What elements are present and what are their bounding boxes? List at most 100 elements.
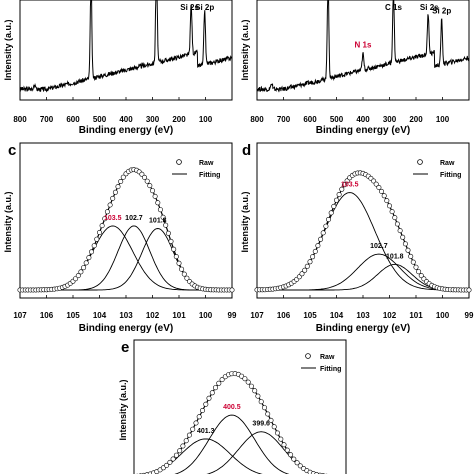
raw-point <box>392 215 398 221</box>
x-tick-label: 107 <box>250 311 264 320</box>
legend-raw-label: Raw <box>440 160 455 167</box>
raw-point <box>389 209 395 215</box>
raw-point <box>394 221 400 227</box>
legend-raw-label: Raw <box>199 160 214 167</box>
legend-fitting-label: Fitting <box>199 172 220 179</box>
raw-point <box>150 188 156 194</box>
raw-point <box>378 188 384 194</box>
raw-point <box>384 198 390 204</box>
raw-point <box>196 414 202 420</box>
raw-point <box>216 380 222 386</box>
x-tick-label: 300 <box>383 115 397 124</box>
raw-point <box>152 193 158 199</box>
raw-point <box>209 390 215 396</box>
raw-point <box>86 255 92 261</box>
panel-label: c <box>8 142 16 159</box>
envelope-curve <box>20 168 232 291</box>
x-tick-label: 101 <box>172 311 186 320</box>
raw-point <box>147 183 153 189</box>
x-tick-label: 99 <box>228 311 237 320</box>
raw-point <box>173 452 179 458</box>
raw-point <box>258 399 264 405</box>
raw-point <box>115 184 121 190</box>
raw-point <box>373 181 379 187</box>
raw-point <box>418 273 424 279</box>
x-tick-label: 600 <box>303 115 317 124</box>
x-tick-label: 700 <box>40 115 54 124</box>
peak-annotation: C 1s <box>385 3 402 12</box>
raw-point <box>265 411 271 417</box>
raw-point <box>297 463 303 469</box>
fitting-components <box>257 172 469 291</box>
x-tick-label: 100 <box>436 115 450 124</box>
x-tick-label: 104 <box>93 311 107 320</box>
raw-point <box>405 247 411 253</box>
component-curve <box>174 414 290 474</box>
x-tick-label: 104 <box>330 311 344 320</box>
raw-point <box>318 236 324 242</box>
peak-annotation: Si 2p <box>432 6 451 15</box>
raw-point <box>328 210 334 216</box>
x-tick-labels: 800 700 600 500 400 300 200 100 <box>13 97 213 124</box>
x-tick-label: 100 <box>436 311 450 320</box>
x-tick-label: 107 <box>13 311 27 320</box>
peak-annotation: Si 2s <box>180 3 199 12</box>
raw-point <box>157 207 163 213</box>
fitting-components <box>20 168 232 291</box>
raw-point <box>325 217 331 223</box>
raw-point <box>402 241 408 247</box>
component-label: 103.5 <box>341 182 359 189</box>
x-axis-label: Binding energy (eV) <box>316 323 410 334</box>
x-tick-label: 103 <box>119 311 133 320</box>
legend-raw-marker <box>176 159 182 165</box>
x-tick-label: 102 <box>383 311 397 320</box>
raw-point <box>180 443 186 449</box>
raw-point <box>333 197 339 203</box>
raw-point <box>219 377 225 383</box>
component-label: 103.5 <box>104 215 122 222</box>
fitting-components <box>147 372 317 474</box>
raw-point <box>89 249 95 255</box>
survey-curve <box>256 0 470 93</box>
raw-point <box>386 203 392 209</box>
raw-point <box>167 459 173 465</box>
raw-point <box>102 216 108 222</box>
component-label: 102.7 <box>370 243 388 250</box>
legend: Raw Fitting <box>172 159 220 179</box>
raw-point <box>164 462 170 468</box>
component-label: 399.6 <box>252 421 270 428</box>
legend: Raw Fitting <box>301 353 341 373</box>
raw-point <box>186 432 192 438</box>
raw-point <box>165 230 171 236</box>
raw-point <box>183 438 189 444</box>
x-tick-labels: 107 106 105 104 103 102 101 100 99 <box>13 295 237 320</box>
raw-point <box>206 395 212 401</box>
raw-point <box>336 192 342 198</box>
raw-point <box>312 248 318 254</box>
x-tick-label: 200 <box>409 115 423 124</box>
legend-raw-label: Raw <box>320 354 335 361</box>
raw-point <box>200 407 206 413</box>
raw-point <box>75 273 81 279</box>
x-tick-labels: 800 700 600 500 400 300 200 100 <box>250 97 450 124</box>
y-axis-label: Intensity (a.u.) <box>240 191 250 252</box>
raw-point <box>416 269 422 275</box>
raw-point <box>170 456 176 462</box>
x-axis-label: Binding energy (eV) <box>79 323 173 334</box>
y-axis-label: Intensity (a.u.) <box>240 19 250 80</box>
raw-point <box>302 267 308 273</box>
x-tick-label: 500 <box>93 115 107 124</box>
raw-point <box>107 202 113 208</box>
x-tick-label: 100 <box>199 115 213 124</box>
plot-frame <box>19 0 233 101</box>
component-label: 101.8 <box>386 253 404 260</box>
raw-point <box>73 276 79 282</box>
raw-point <box>118 179 124 185</box>
component-curve <box>20 225 232 291</box>
peak-annotation: Si 2p <box>195 3 214 12</box>
x-tick-label: 103 <box>356 311 370 320</box>
x-tick-label: 700 <box>277 115 291 124</box>
panel-label: d <box>242 142 251 159</box>
